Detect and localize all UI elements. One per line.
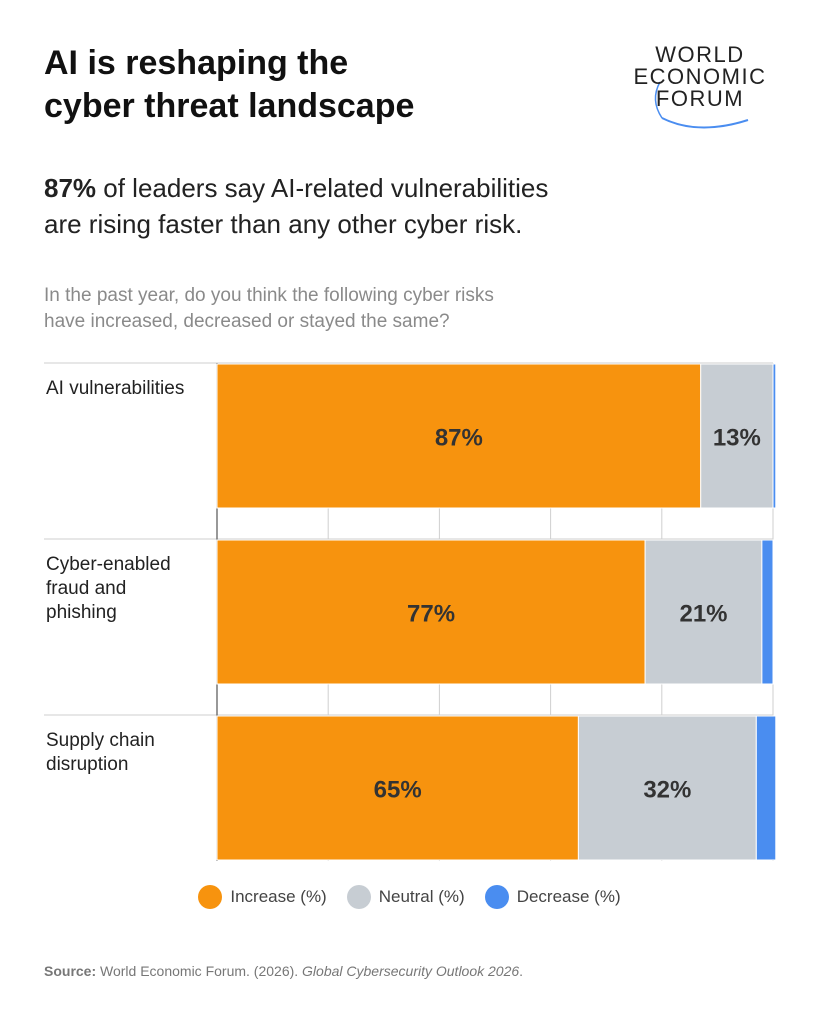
logo-line-2: ECONOMIC [633,64,767,89]
chart-subtitle: 87% of leaders say AI-related vulnerabil… [44,170,684,242]
source-text: World Economic Forum. (2026). [96,963,303,979]
legend-label-decrease: Decrease (%) [516,887,621,906]
legend-swatch-decrease [484,885,509,909]
bar-increase [216,715,579,861]
category-label: Supply chain disruption [46,729,211,777]
bar-neutral [644,539,763,685]
logo-line-3: FORUM [655,86,745,111]
category-label: AI vulnerabilities [46,377,211,401]
category-label: Cyber-enabled fraud and phishing [46,553,211,625]
stacked-bar-chart: 87% 13% 77% 21% 65% 32% [44,362,777,861]
source-end: . [519,963,524,979]
legend-item-neutral: Neutral (%) [346,885,465,909]
legend-swatch-neutral [346,885,371,909]
category-label-line: phishing [46,602,117,623]
data-label-increase: 65% [374,777,422,804]
source-label: Source: [44,963,97,979]
legend-item-increase: Increase (%) [198,885,327,909]
data-label-increase: 87% [435,425,483,452]
chart-title: AI is reshaping the cyber threat landsca… [44,42,564,128]
category-label-line: Cyber-enabled [46,554,171,575]
legend-swatch-increase [198,885,223,909]
question-line-2: have increased, decreased or stayed the … [44,311,450,332]
wef-logo: WORLD ECONOMIC FORUM [620,40,790,135]
subtitle-highlight: 87% [44,173,97,203]
chart-legend: Increase (%) Neutral (%) Decrease (%) [0,885,819,909]
legend-label-increase: Increase (%) [230,887,327,906]
data-label-neutral: 32% [643,777,691,804]
logo-line-1: WORLD [655,42,745,67]
data-label-neutral: 21% [679,601,727,628]
bar-decrease [772,363,777,509]
logo-arc-icon [654,81,749,129]
title-line-2: cyber threat landscape [44,87,415,125]
bar-neutral [700,363,774,509]
subtitle-text-2: are rising faster than any other cyber r… [44,209,523,239]
bar-decrease [761,539,774,685]
category-label-line: fraud and [46,578,127,599]
data-label-increase: 77% [407,601,455,628]
bar-decrease [755,715,777,861]
bar-neutral [577,715,757,861]
source-note: Source: World Economic Forum. (2026). Gl… [44,963,523,979]
bar-increase [216,539,646,685]
subtitle-text-1: of leaders say AI-related vulnerabilitie… [96,173,549,203]
source-publication: Global Cybersecurity Outlook 2026 [302,963,520,979]
bar-increase [216,363,702,509]
category-label-line: disruption [46,754,129,775]
legend-item-decrease: Decrease (%) [484,885,621,909]
data-label-neutral: 13% [713,425,761,452]
question-line-1: In the past year, do you think the follo… [44,285,494,306]
category-label-line: Supply chain [46,730,155,751]
category-label-line: AI vulnerabilities [46,378,185,399]
legend-label-neutral: Neutral (%) [378,887,465,906]
survey-question: In the past year, do you think the follo… [44,283,684,335]
title-line-1: AI is reshaping the [44,44,349,82]
